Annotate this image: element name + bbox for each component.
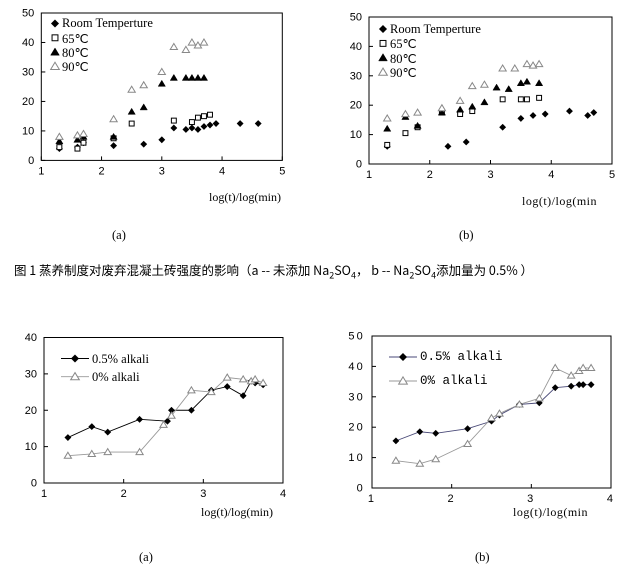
svg-text:40: 40 [25,332,37,344]
svg-text:10: 10 [25,441,37,453]
svg-text:4: 4 [607,493,615,505]
svg-text:40: 40 [350,41,362,53]
svg-text:50: 50 [350,12,362,24]
svg-text:1: 1 [368,493,376,505]
svg-text:10: 10 [22,125,34,137]
svg-text:50: 50 [348,331,365,343]
svg-text:4: 4 [280,488,286,500]
svg-text:30: 30 [22,66,34,78]
svg-text:3: 3 [487,169,493,181]
svg-text:30: 30 [25,368,37,380]
svg-text:4: 4 [219,165,225,177]
svg-text:4: 4 [548,169,554,181]
svg-text:2: 2 [427,169,433,181]
svg-text:0: 0 [357,483,365,495]
svg-text:1: 1 [38,165,44,177]
svg-text:20: 20 [350,100,362,112]
svg-text:5: 5 [609,169,615,181]
svg-text:20: 20 [22,96,34,108]
svg-text:10: 10 [348,452,365,464]
svg-text:0: 0 [356,159,362,171]
svg-text:1: 1 [366,169,372,181]
svg-text:10: 10 [350,129,362,141]
svg-text:3: 3 [200,488,206,500]
svg-text:20: 20 [25,405,37,417]
svg-text:0: 0 [31,478,37,490]
svg-text:30: 30 [348,391,365,403]
svg-text:30: 30 [350,70,362,82]
svg-text:0: 0 [28,155,34,167]
svg-text:2: 2 [98,165,104,177]
svg-text:2: 2 [448,493,456,505]
svg-text:40: 40 [22,37,34,49]
svg-text:2: 2 [121,488,127,500]
svg-text:5: 5 [279,165,285,177]
svg-text:3: 3 [159,165,165,177]
svg-text:20: 20 [348,422,365,434]
svg-text:40: 40 [348,361,365,373]
svg-text:1: 1 [41,488,47,500]
svg-text:3: 3 [527,493,535,505]
svg-text:50: 50 [22,8,34,20]
